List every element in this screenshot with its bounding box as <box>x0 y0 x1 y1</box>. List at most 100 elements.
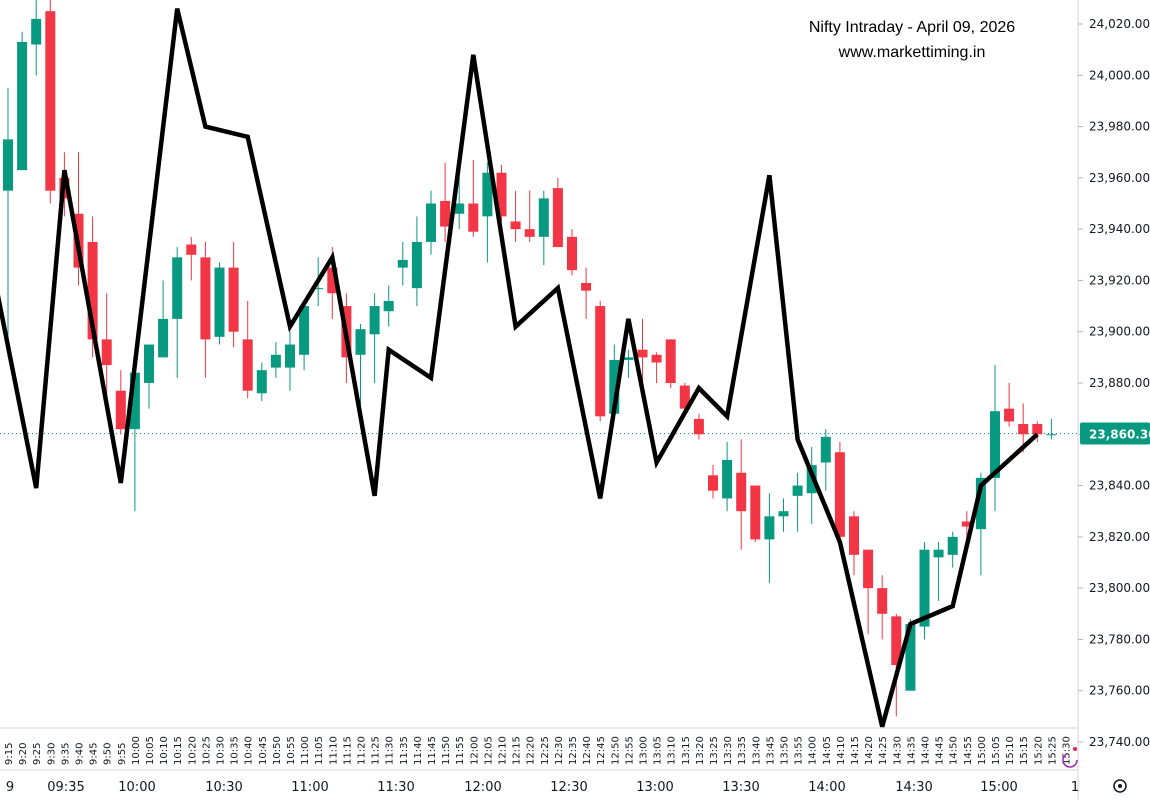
x-tick-label-small: 14:25 <box>878 736 889 765</box>
x-tick-label-small: 15:25 <box>1047 736 1058 765</box>
candle-body <box>919 549 930 627</box>
x-axis-label: 10:00 <box>118 780 155 795</box>
candle-body <box>256 370 267 394</box>
x-axis-label: 15:00 <box>980 780 1017 795</box>
x-tick-label-small: 9:50 <box>103 743 114 765</box>
x-tick-label-small: 10:50 <box>272 736 283 765</box>
candle-body <box>792 485 803 496</box>
x-tick-label-small: 13:50 <box>780 736 791 765</box>
candle-body <box>834 452 845 537</box>
x-tick-label-small: 10:45 <box>258 736 269 765</box>
y-tick-label: 23,840.00 <box>1089 479 1150 493</box>
candle-body <box>947 536 958 555</box>
candle-body <box>778 511 789 517</box>
x-tick-label-small: 12:30 <box>554 736 565 765</box>
x-tick-label-small: 9:20 <box>18 743 29 765</box>
x-tick-label-small: 11:25 <box>371 736 382 765</box>
candle-body <box>242 339 253 391</box>
candle-body <box>567 236 577 271</box>
x-tick-label-small: 9:35 <box>60 743 71 765</box>
candle-body <box>3 139 13 191</box>
candle-body <box>482 172 493 217</box>
x-axis-label: 13:00 <box>636 780 673 795</box>
overlay-layer <box>0 8 1039 728</box>
candle-body <box>285 344 295 368</box>
x-tick-label-small: 13:15 <box>681 736 692 765</box>
candle-body <box>1046 434 1057 436</box>
x-tick-label-small: 9:45 <box>89 743 100 765</box>
x-tick-label-small: 12:00 <box>469 736 480 765</box>
y-tick-label: 23,800.00 <box>1089 581 1150 595</box>
candle-body <box>510 221 521 230</box>
candle-body <box>87 241 98 340</box>
x-tick-label-small: 10:25 <box>201 736 212 765</box>
candle-body <box>17 41 28 171</box>
replay-icon[interactable] <box>1062 747 1078 768</box>
x-tick-label-small: 15:05 <box>991 736 1002 765</box>
x-tick-label-small: 10:40 <box>244 736 255 765</box>
candle-body <box>369 306 380 335</box>
candle-body <box>355 329 366 355</box>
overlay-line <box>0 8 1039 728</box>
x-tick-label-small: 11:50 <box>441 736 452 765</box>
y-tick-label: 23,980.00 <box>1089 120 1150 134</box>
candle-body <box>764 516 775 540</box>
x-tick-label-small: 12:50 <box>610 736 621 765</box>
x-tick-label-small: 10:55 <box>286 736 297 765</box>
candle-body <box>538 198 549 237</box>
candle-body <box>186 244 197 255</box>
x-tick-label-small: 13:35 <box>737 736 748 765</box>
x-tick-label-small: 12:25 <box>540 736 551 765</box>
candle-body <box>397 259 408 268</box>
candle-body <box>736 472 747 512</box>
x-tick-label-small: 15:10 <box>1005 736 1016 765</box>
x-tick-label-small: 13:00 <box>639 736 650 765</box>
x-tick-label-small: 14:55 <box>963 736 974 765</box>
x-tick-label-small: 10:20 <box>187 736 198 765</box>
x-tick-label-small: 14:00 <box>808 736 819 765</box>
x-tick-label-small: 10:10 <box>159 736 170 765</box>
x-axis-label: 09:35 <box>47 780 84 795</box>
candle-body <box>299 306 310 355</box>
time-axis[interactable]: 9:15 9:20 9:25 9:30 9:35 9:40 9:45 9:50 9:55 10:0… <box>4 736 1079 795</box>
candle-body <box>31 18 42 45</box>
settings-icon[interactable] <box>1113 779 1127 793</box>
candle-body <box>313 288 324 290</box>
candle-body <box>172 257 183 319</box>
y-tick-label: 23,760.00 <box>1089 684 1150 698</box>
x-tick-label-small: 12:05 <box>483 736 494 765</box>
candle-body <box>581 282 592 291</box>
y-tick-label: 23,940.00 <box>1089 222 1150 236</box>
candle-body <box>905 624 916 691</box>
x-tick-label-small: 14:15 <box>850 736 861 765</box>
candle-body <box>383 300 394 312</box>
candle-body <box>863 549 874 589</box>
x-tick-label-small: 10:15 <box>173 736 184 765</box>
candle-body <box>708 475 718 491</box>
x-axis-label: 1 <box>1071 780 1079 795</box>
candle-body <box>411 241 422 289</box>
price-axis[interactable]: 23,740.00 23,760.00 23,780.00 23,800.00 23,8… <box>1078 17 1150 749</box>
candle-body <box>665 339 676 383</box>
y-tick-label: 24,000.00 <box>1089 68 1150 82</box>
x-tick-label-small: 11:10 <box>328 736 339 765</box>
x-axis-label: 11:00 <box>291 780 328 795</box>
x-tick-label-small: 14:45 <box>935 736 946 765</box>
x-axis-label: 10:30 <box>205 780 242 795</box>
candle-body <box>144 344 154 383</box>
candle-body <box>877 588 888 614</box>
candle-body <box>468 203 479 232</box>
y-tick-label: 23,780.00 <box>1089 632 1150 646</box>
x-tick-label-small: 11:05 <box>314 736 325 765</box>
x-tick-label-small: 14:50 <box>949 736 960 765</box>
y-tick-label: 23,820.00 <box>1089 530 1150 544</box>
x-tick-label-small: 12:35 <box>568 736 579 765</box>
x-tick-label-small: 13:55 <box>794 736 805 765</box>
candle-body <box>158 318 169 358</box>
y-tick-label: 23,880.00 <box>1089 376 1150 390</box>
candle-body <box>820 436 831 463</box>
x-tick-label-small: 11:00 <box>300 736 311 765</box>
y-tick-label: 23,960.00 <box>1089 171 1150 185</box>
